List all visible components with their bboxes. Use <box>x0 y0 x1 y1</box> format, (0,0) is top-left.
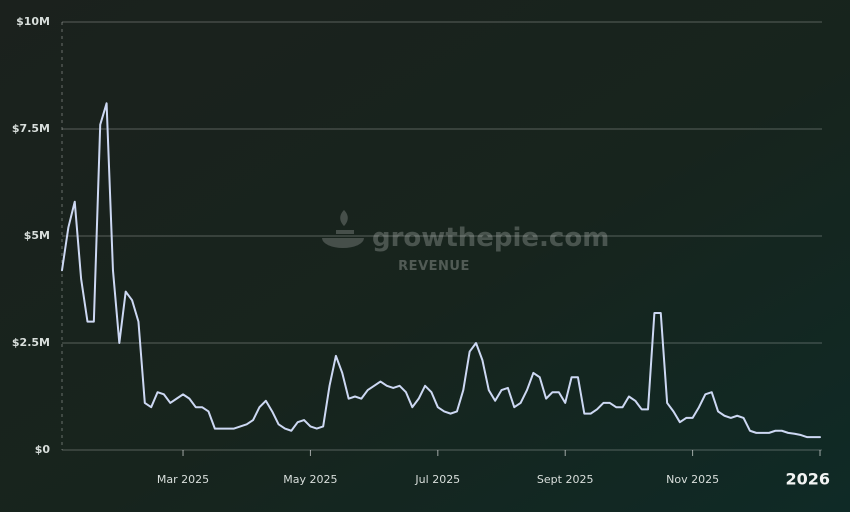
x-tick-label: Nov 2025 <box>666 473 719 486</box>
y-tick-label: $5M <box>24 229 50 242</box>
x-tick-label: Sept 2025 <box>537 473 594 486</box>
y-tick-label: $2.5M <box>12 336 50 349</box>
watermark: growthepie.com <box>372 223 609 253</box>
watermark-subtitle: REVENUE <box>398 259 470 274</box>
x-tick-label: Jul 2025 <box>414 473 460 486</box>
x-tick-label: May 2025 <box>283 473 337 486</box>
x-tick-label: 2026 <box>785 470 830 489</box>
x-tick-label: Mar 2025 <box>157 473 209 486</box>
y-tick-label: $7.5M <box>12 122 50 135</box>
series-line <box>61 102 821 439</box>
watermark-logo <box>322 210 364 248</box>
y-tick-label: $10M <box>16 15 50 28</box>
y-tick-label: $0 <box>35 443 51 456</box>
